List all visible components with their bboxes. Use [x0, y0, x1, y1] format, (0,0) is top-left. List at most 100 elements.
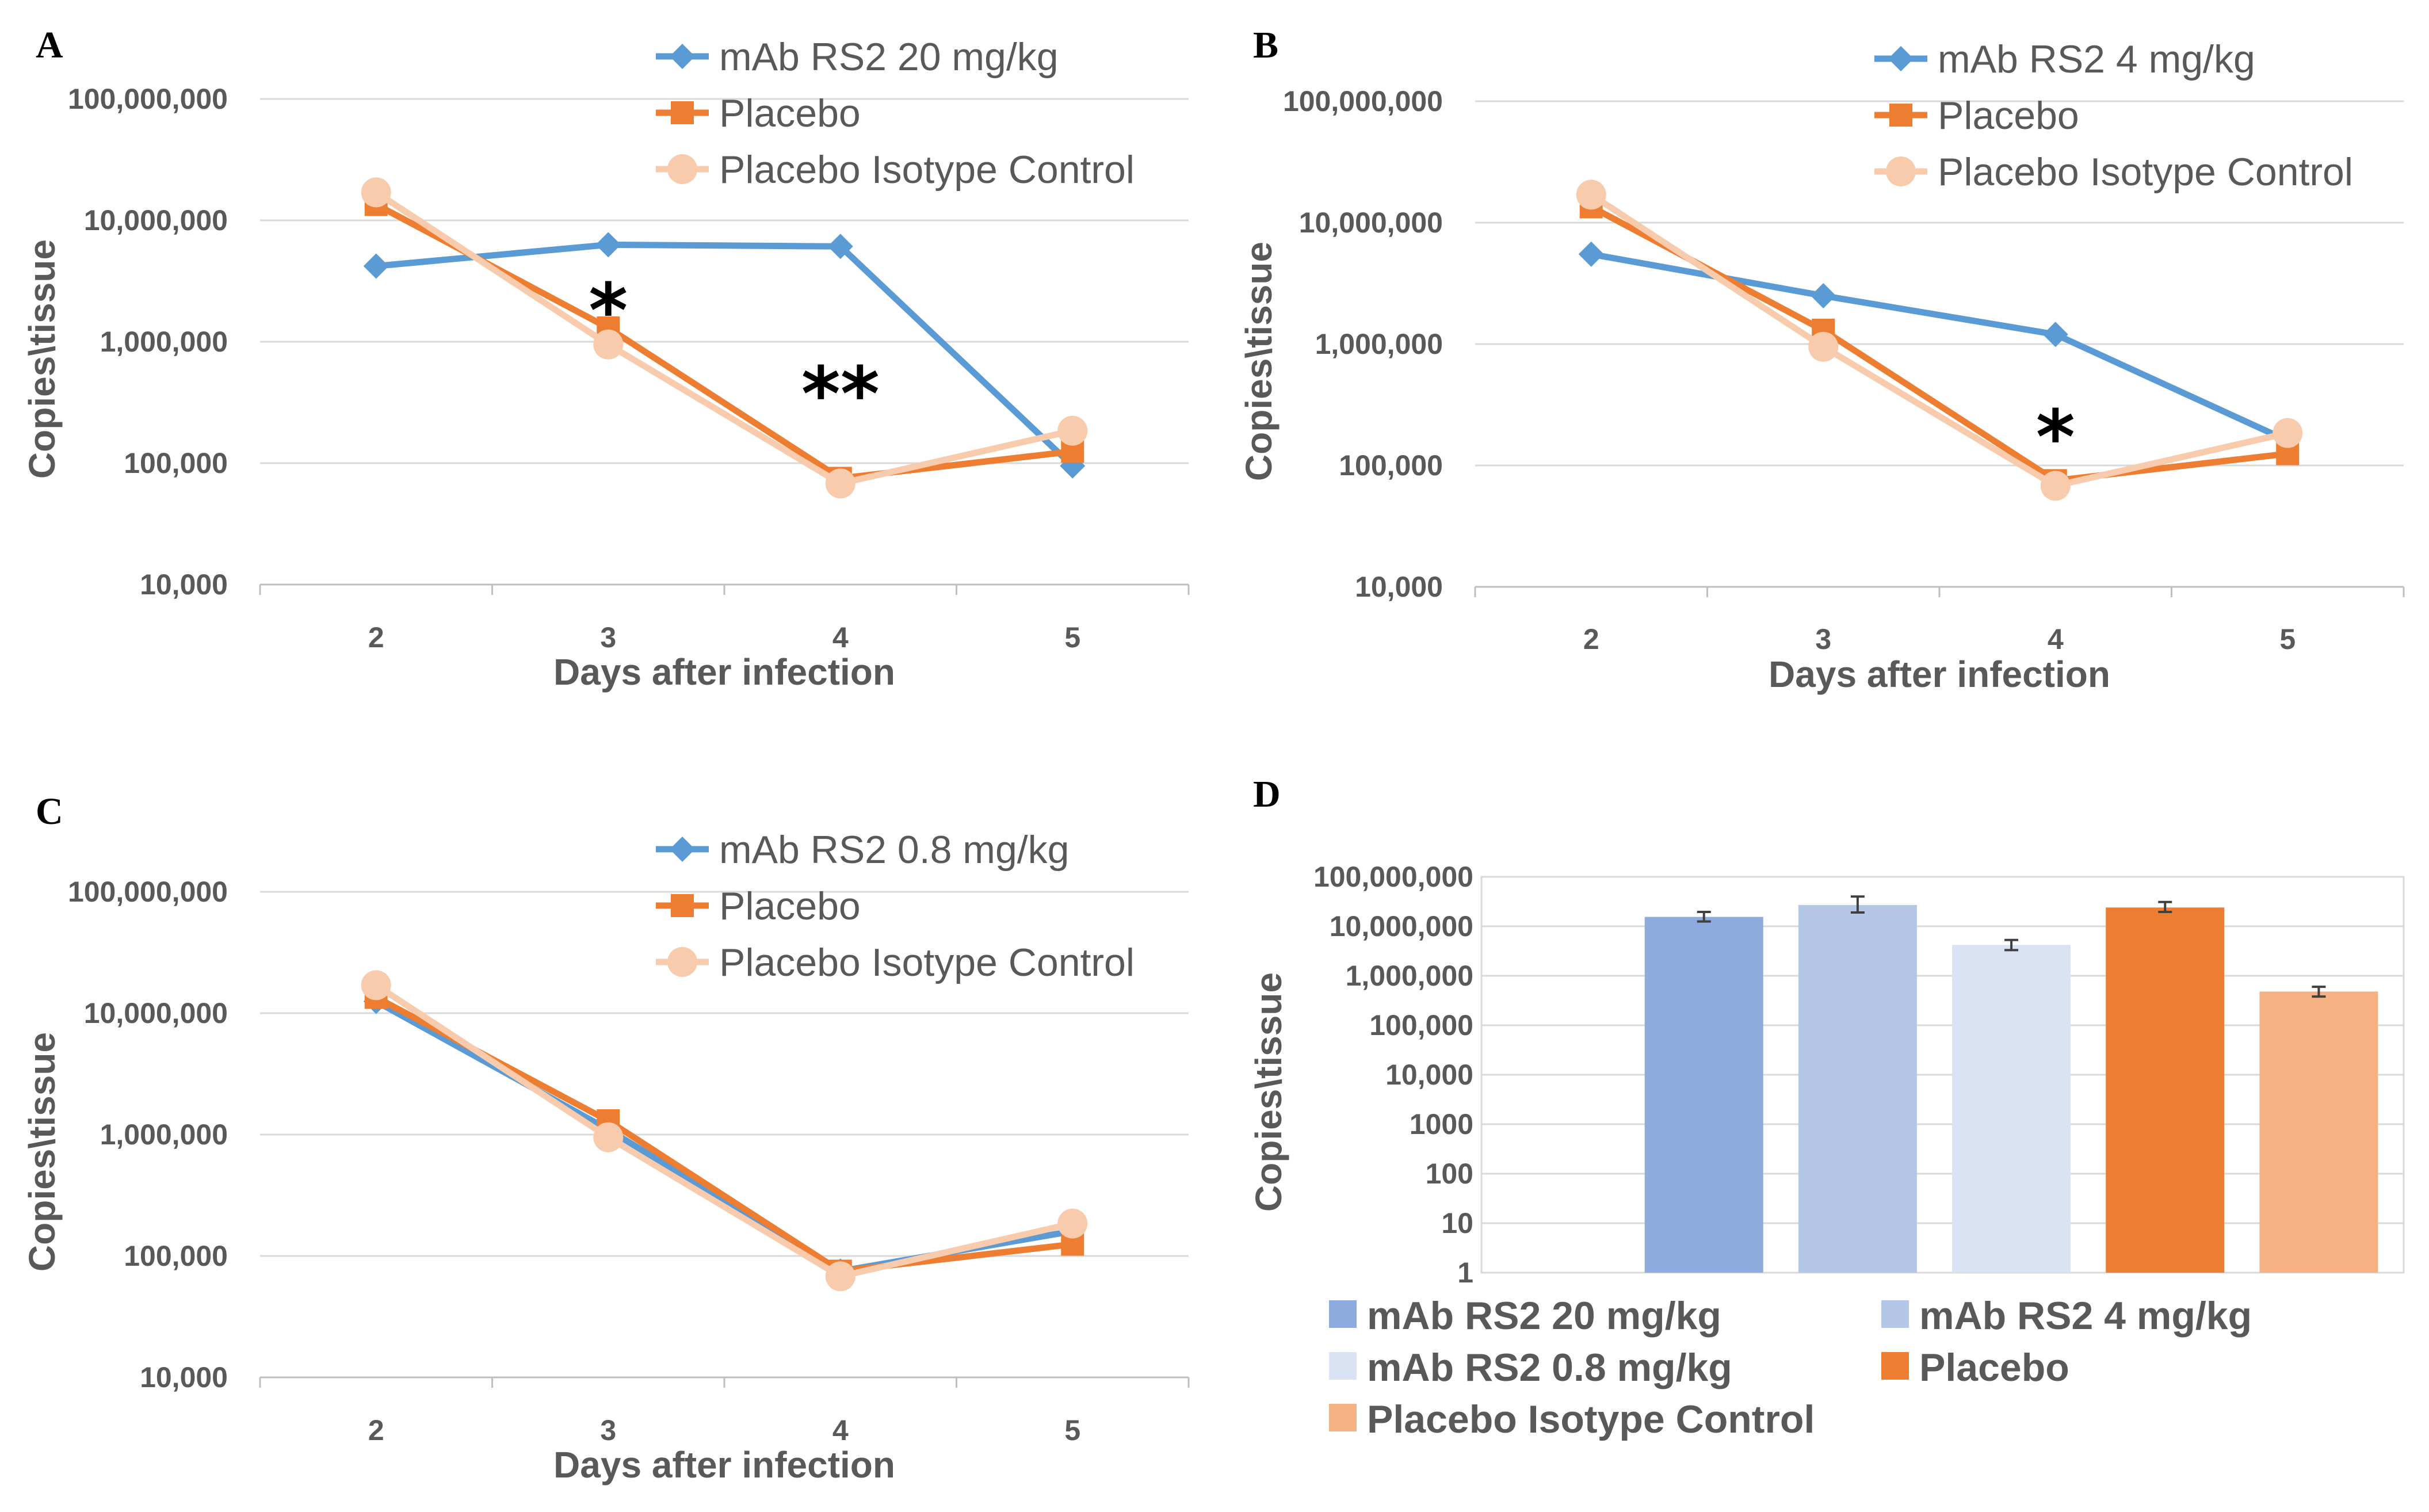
panel-a: A 10,000 100,000 1,000,000 10,000,000 100,000…: [21, 24, 1190, 693]
data-point: [593, 329, 624, 360]
panel-letter: D: [1253, 773, 1281, 815]
y-tick-label: 100,000,000: [1283, 85, 1443, 117]
legend-label: Placebo Isotype Control: [719, 148, 1135, 192]
bar: [2106, 907, 2225, 1273]
data-point: [361, 970, 391, 1001]
y-tick-label: 10,000: [1385, 1059, 1473, 1091]
series-line: [375, 998, 1074, 1274]
series-line: [374, 982, 1074, 1280]
x-tick-label: 2: [368, 621, 384, 654]
x-tick-label: 4: [2048, 623, 2064, 655]
data-point: [1057, 1208, 1088, 1239]
y-tick-label: 100,000,000: [68, 876, 228, 908]
data-point: [1057, 415, 1088, 446]
legend-marker: [667, 947, 697, 977]
data-point: [2042, 322, 2068, 348]
legend-marker: [667, 154, 697, 184]
y-tick-label: 10: [1441, 1207, 1473, 1239]
y-axis-title: Copies\tissue: [1238, 242, 1280, 481]
y-axis-title: Copies\tissue: [1248, 972, 1289, 1212]
panel-letter: C: [36, 791, 63, 833]
bar: [1644, 917, 1763, 1273]
y-tick-label: 100: [1426, 1158, 1473, 1190]
legend-label: mAb RS2 4 mg/kg: [1919, 1294, 2252, 1338]
legend-label: Placebo Isotype Control: [1938, 150, 2353, 194]
data-point: [827, 234, 853, 259]
y-tick-label: 100,000: [124, 1240, 228, 1272]
series-line: [376, 241, 1075, 468]
x-tick-label: 2: [1583, 623, 1599, 655]
x-tick-label: 4: [832, 621, 849, 654]
data-point: [825, 468, 856, 499]
legend-marker: [1889, 104, 1912, 127]
bar: [1952, 945, 2071, 1273]
legend-label: Placebo: [719, 884, 861, 928]
y-tick-label: 10,000,000: [84, 204, 228, 236]
y-tick-label: 10,000: [140, 1361, 228, 1393]
x-tick-label: 3: [600, 1414, 616, 1446]
significance-marker: *: [589, 267, 628, 354]
y-tick-label: 10,000,000: [84, 997, 228, 1029]
y-tick-label: 100,000,000: [1313, 861, 1473, 893]
y-tick-label: 1,000,000: [1315, 328, 1443, 360]
data-point: [1576, 180, 1606, 210]
legend-marker: [1888, 46, 1914, 71]
legend-marker: [670, 44, 695, 69]
y-tick-label: 1000: [1410, 1108, 1473, 1140]
y-axis-title: Copies\tissue: [21, 1032, 63, 1272]
panel-d: D 1 10 100 1000 10,000 100,000 1,000,000 10,000,…: [1248, 773, 2405, 1441]
legend-swatch: [1329, 1352, 1357, 1380]
legend-marker: [671, 101, 694, 124]
legend-label: Placebo: [719, 91, 861, 135]
x-tick-label: 2: [368, 1414, 384, 1446]
y-tick-label: 1: [1457, 1257, 1473, 1289]
legend-swatch: [1881, 1352, 1909, 1380]
data-point: [361, 177, 391, 208]
data-point: [593, 1122, 624, 1152]
significance-marker: **: [801, 350, 880, 438]
x-axis-title: Days after infection: [553, 651, 895, 693]
data-point: [2040, 471, 2071, 501]
legend-swatch: [1329, 1300, 1357, 1328]
x-tick-label: 3: [600, 621, 616, 654]
y-axis-title: Copies\tissue: [21, 239, 63, 479]
y-tick-label: 100,000: [1339, 449, 1443, 482]
significance-marker: *: [2036, 394, 2075, 481]
y-tick-label: 1,000,000: [100, 326, 228, 358]
y-tick-label: 10,000: [140, 568, 228, 601]
data-point: [1808, 331, 1839, 362]
bar: [2259, 991, 2378, 1273]
legend-marker: [1886, 156, 1916, 186]
panel-letter: B: [1253, 24, 1278, 66]
legend-label: mAb RS2 20 mg/kg: [719, 35, 1059, 79]
data-point: [1578, 241, 1604, 267]
y-tick-label: 100,000: [124, 447, 228, 479]
x-tick-label: 4: [832, 1414, 849, 1446]
x-tick-label: 5: [1064, 621, 1080, 654]
legend-swatch: [1329, 1404, 1357, 1431]
panel-c: C 10,000 100,000 1,000,000 10,000,000 100,000…: [21, 791, 1190, 1486]
series-line: [374, 189, 1074, 487]
data-point: [2273, 418, 2303, 448]
legend-label: Placebo Isotype Control: [719, 941, 1135, 984]
legend-label: mAb RS2 4 mg/kg: [1938, 37, 2255, 81]
bar: [1798, 904, 1917, 1273]
y-tick-label: 1,000,000: [1346, 960, 1473, 992]
legend-label: Placebo Isotype Control: [1367, 1398, 1815, 1441]
legend-marker: [671, 894, 694, 917]
x-tick-label: 3: [1815, 623, 1831, 655]
data-point: [825, 1261, 856, 1292]
y-tick-label: 10,000,000: [1330, 910, 1473, 942]
legend-label: Placebo: [1938, 94, 2079, 138]
series-line: [1589, 192, 2289, 489]
series-line: [1590, 251, 2289, 444]
data-point: [363, 253, 389, 279]
legend-label: mAb RS2 0.8 mg/kg: [719, 828, 1069, 872]
legend-swatch: [1881, 1300, 1909, 1328]
y-tick-label: 1,000,000: [100, 1118, 228, 1151]
y-tick-label: 10,000: [1355, 571, 1443, 603]
data-point: [1811, 283, 1836, 309]
panel-b: B 10,000 100,000 1,000,000 10,000,000 100,000…: [1238, 24, 2405, 695]
legend-marker: [670, 837, 695, 862]
